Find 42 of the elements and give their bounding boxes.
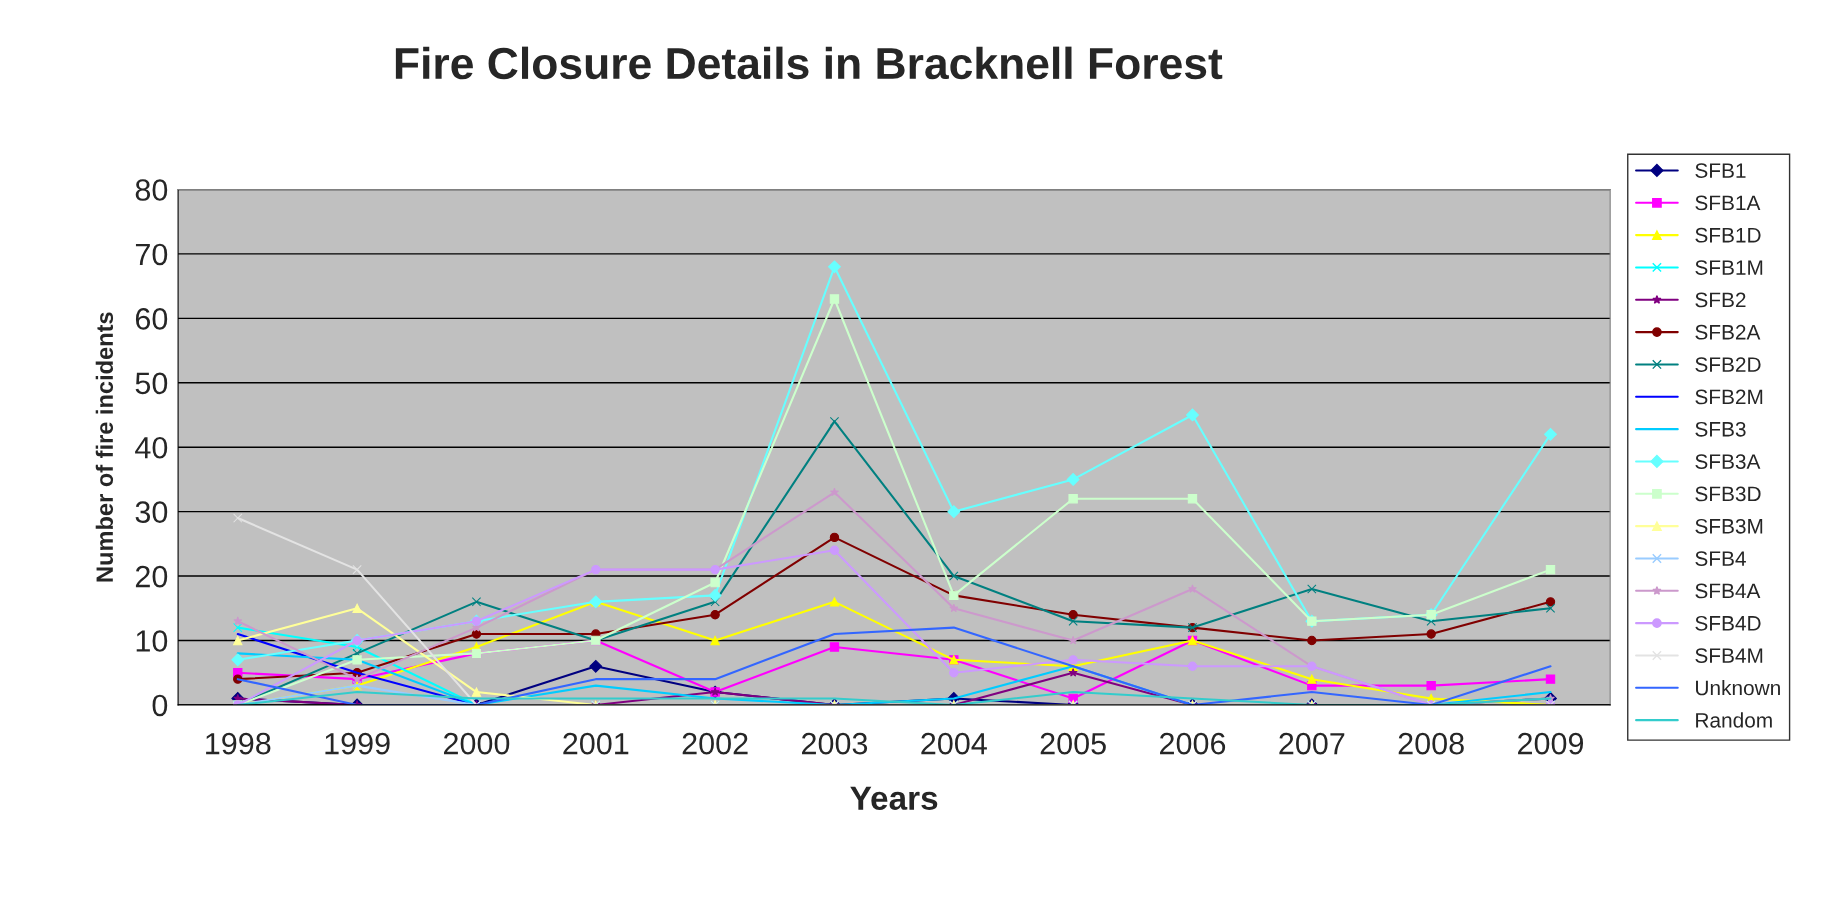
legend-label: SFB4 <box>1695 551 1746 566</box>
x-tick-label: 1999 <box>325 732 390 755</box>
x-tick-label: 2001 <box>563 732 629 755</box>
y-tick-label: 70 <box>135 243 168 266</box>
legend-label: SFB2 <box>1695 292 1746 308</box>
legend-label: SFB4M <box>1695 648 1763 663</box>
x-tick-label: 2007 <box>1279 732 1345 755</box>
y-tick-label: 80 <box>135 179 168 201</box>
x-tick-label: 2005 <box>1040 732 1106 755</box>
legend-label: SFB2A <box>1695 324 1761 340</box>
legend-label: SFB1A <box>1695 195 1761 211</box>
y-tick-label: 60 <box>135 308 168 330</box>
y-tick-label: 30 <box>135 501 168 524</box>
legend-label: SFB2M <box>1695 389 1763 405</box>
legend-label: SFB3A <box>1695 454 1761 469</box>
legend-label: SFB1M <box>1695 260 1763 275</box>
x-tick-label: 2002 <box>682 732 748 755</box>
y-tick-label: 10 <box>136 630 168 652</box>
x-axis-title: Years <box>850 786 938 810</box>
legend-label: Unknown <box>1696 680 1780 696</box>
legend-label: SFB1D <box>1695 227 1761 243</box>
x-tick-label: 2009 <box>1518 732 1584 755</box>
legend-label: Random <box>1696 712 1772 728</box>
y-tick-label: 50 <box>135 372 168 395</box>
y-tick-label: 20 <box>135 565 168 588</box>
x-tick-label: 2004 <box>921 732 987 755</box>
legend-label: SFB1 <box>1695 163 1746 178</box>
x-tick-label: 2000 <box>444 732 510 755</box>
x-tick-label: 1998 <box>206 732 271 755</box>
legend-label: SFB3M <box>1695 518 1763 534</box>
y-axis-title: Number of fire incidents <box>95 312 114 582</box>
legend-label: SFB4A <box>1695 583 1761 599</box>
x-tick-label: 2008 <box>1398 732 1464 755</box>
x-tick-label: 2003 <box>802 732 868 755</box>
legend-label: SFB3D <box>1695 486 1761 502</box>
legend-label: SFB2D <box>1695 357 1761 372</box>
legend-label: SFB4D <box>1695 615 1761 631</box>
chart-title: Fire Closure Details in Bracknell Forest <box>395 46 1223 80</box>
y-tick-label: 0 <box>152 694 168 717</box>
y-tick-label: 40 <box>135 436 168 459</box>
x-tick-label: 2006 <box>1160 732 1226 755</box>
legend-label: SFB3 <box>1695 421 1746 437</box>
